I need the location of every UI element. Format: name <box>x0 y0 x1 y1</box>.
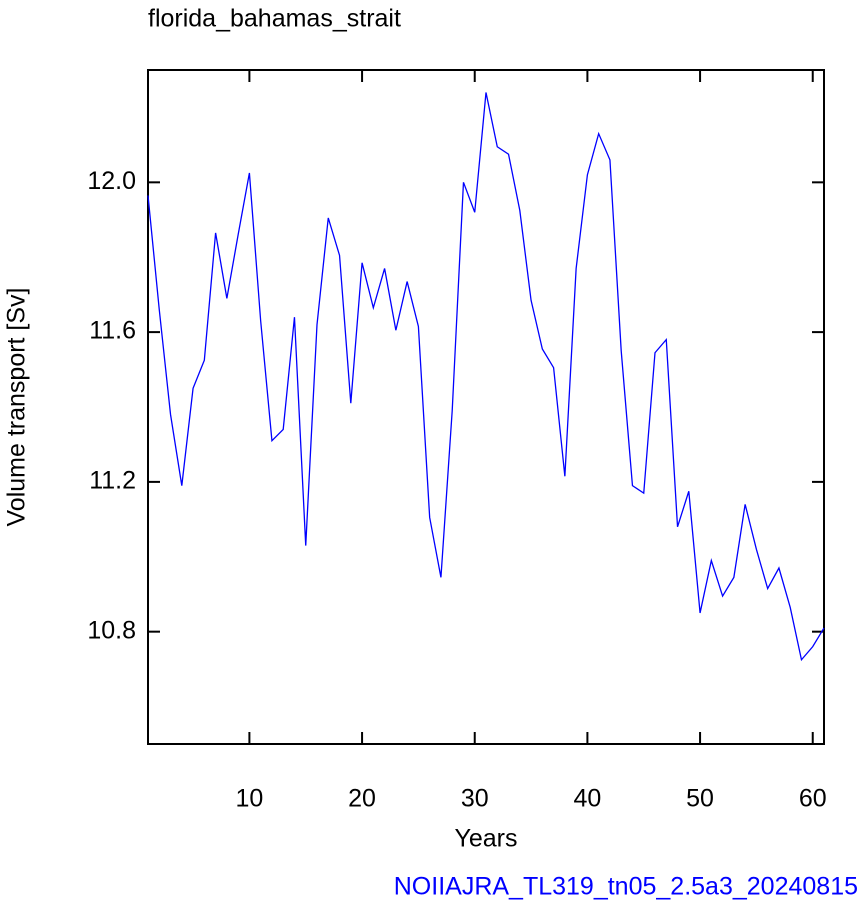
plot-frame <box>147 69 825 745</box>
y-tick-label: 11.6 <box>89 317 136 345</box>
y-tick-label: 11.2 <box>89 466 136 494</box>
x-tick-label: 60 <box>799 785 827 813</box>
x-tick-label: 20 <box>348 785 376 813</box>
x-tick-label: 50 <box>686 785 714 813</box>
y-tick-label: 12.0 <box>87 167 136 195</box>
data-line <box>147 92 825 662</box>
annotation: NOIIAJRA_TL319_tn05_2.5a3_20240815 <box>394 873 858 901</box>
y-tick-label: 10.8 <box>87 616 136 644</box>
x-tick-label: 30 <box>461 785 489 813</box>
x-tick-label: 40 <box>573 785 601 813</box>
x-axis-label: Years <box>454 825 517 853</box>
chart-title: florida_bahamas_strait <box>148 5 401 33</box>
y-axis-label: Volume transport [Sv] <box>3 287 31 526</box>
x-tick-label: 10 <box>235 785 263 813</box>
